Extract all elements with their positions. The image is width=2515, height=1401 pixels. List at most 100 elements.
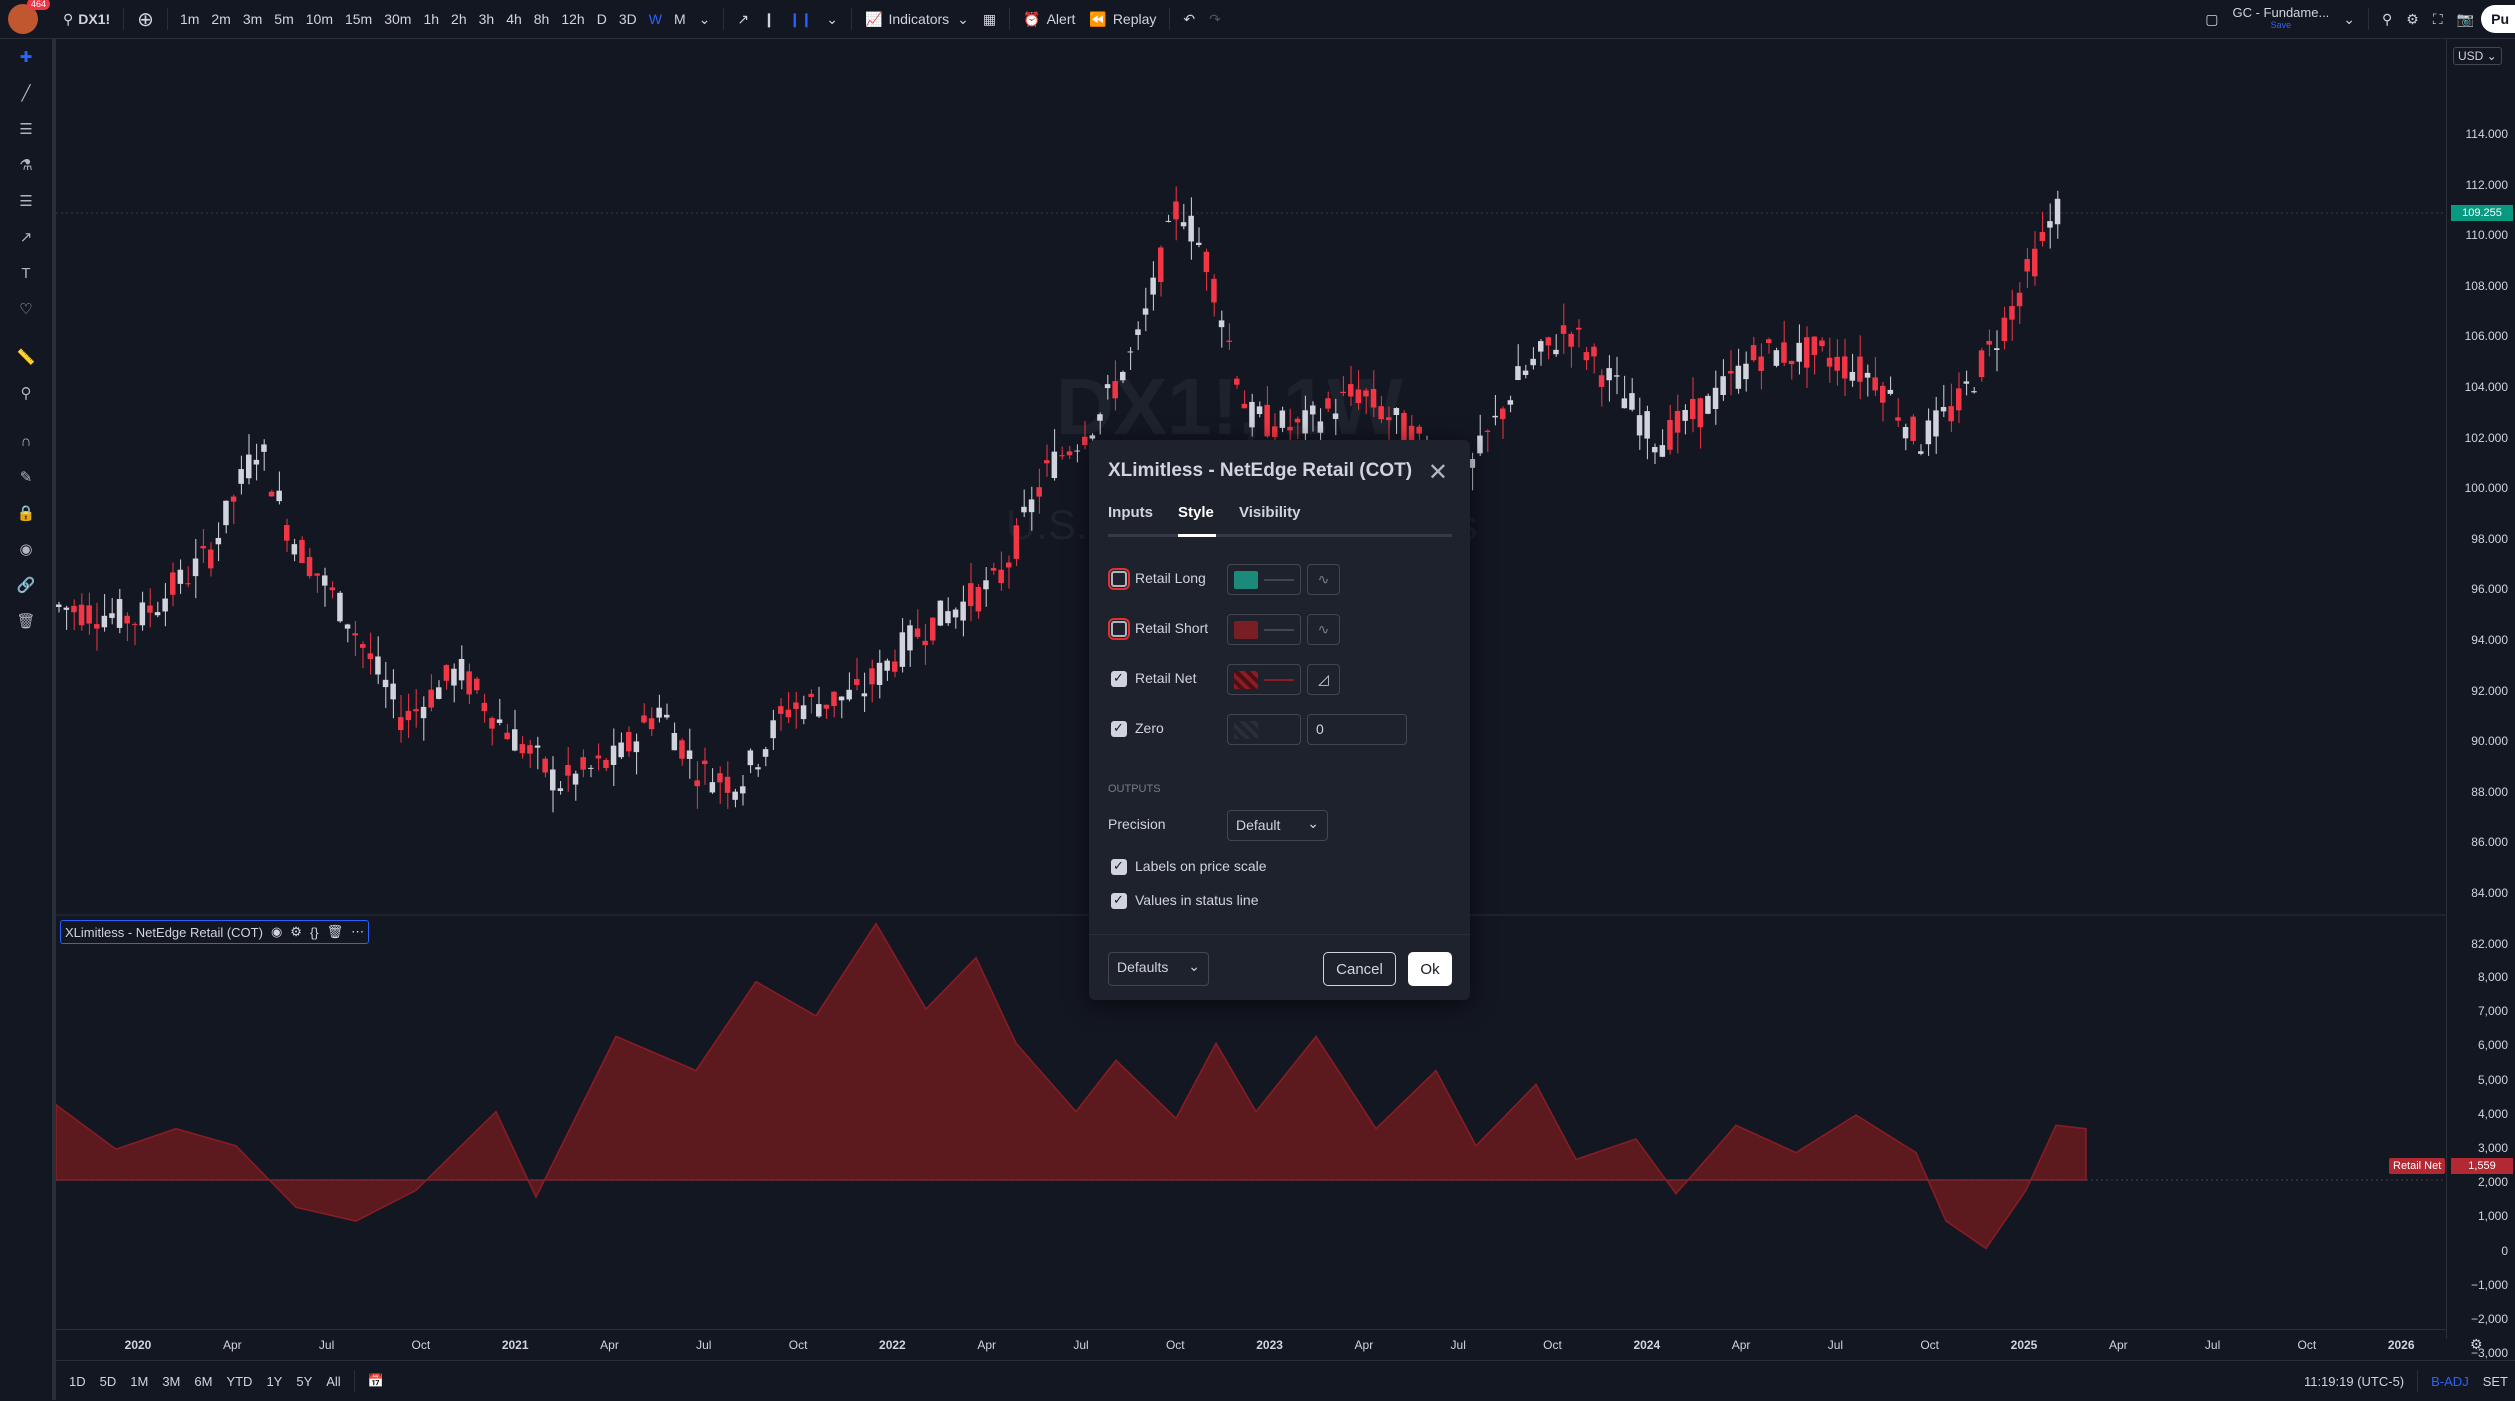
ruler-icon[interactable]: 📏 — [16, 349, 36, 366]
range-all[interactable]: All — [326, 1373, 341, 1389]
trash-icon[interactable]: 🗑 — [326, 924, 344, 939]
settings-gear-icon[interactable]: ⚙ — [290, 924, 302, 939]
path-icon[interactable]: ↗ — [19, 229, 33, 246]
templates-grid-icon[interactable]: ▦ — [982, 10, 997, 27]
eye-icon[interactable]: ◉ — [19, 541, 33, 558]
redo-icon[interactable]: ↷ — [1209, 10, 1221, 27]
symbol-search-button[interactable]: ⚲ DX1! — [56, 0, 117, 38]
precision-select[interactable]: Default ⌄ — [1227, 810, 1328, 841]
fib-icon[interactable]: ☰ — [19, 193, 33, 210]
chart-canvas[interactable]: DX1!, 1W U.S. Dollar Index Futures — [55, 39, 2446, 1329]
range-1y[interactable]: 1Y — [266, 1373, 283, 1389]
chart-area[interactable]: DX1!, 1W U.S. Dollar Index Futures — [55, 39, 2446, 1329]
compare-plus-icon[interactable]: ⊕ — [137, 8, 154, 31]
set-toggle[interactable]: SET — [2482, 1373, 2508, 1389]
interval-8h[interactable]: 8h — [533, 11, 550, 27]
interval-30m[interactable]: 30m — [384, 11, 412, 27]
more-icon[interactable]: ⋯ — [351, 924, 365, 939]
interval-2m[interactable]: 2m — [211, 11, 231, 27]
trash-icon[interactable]: 🗑 — [16, 613, 36, 630]
range-3m[interactable]: 3M — [162, 1373, 181, 1389]
interval-2h[interactable]: 2h — [451, 11, 467, 27]
chart-type-bars-icon[interactable]: ❙ — [763, 10, 775, 27]
range-ytd[interactable]: YTD — [226, 1373, 253, 1389]
replay-button[interactable]: ⏪ Replay — [1082, 0, 1163, 38]
retail-net-color-swatch[interactable] — [1227, 664, 1301, 695]
retail-short-color-swatch[interactable] — [1227, 614, 1301, 645]
heart-icon[interactable]: ♡ — [19, 301, 33, 318]
interval-3h[interactable]: 3h — [478, 11, 495, 27]
chevron-down-icon[interactable]: ⌄ — [826, 10, 839, 27]
price-axis[interactable]: USD ⌄ 114.000 112.000 110.000 108.000 106.00… — [2446, 39, 2515, 1360]
tab-inputs[interactable]: Inputs — [1108, 504, 1153, 521]
clock-label[interactable]: 11:19:19 (UTC-5) — [2303, 1373, 2405, 1389]
interval-5m[interactable]: 5m — [274, 11, 294, 27]
pitchfork-icon[interactable]: ⚗ — [19, 157, 33, 174]
interval-m[interactable]: M — [673, 11, 686, 27]
chart-type-candles-icon[interactable]: ❙❙ — [788, 10, 813, 27]
settings-gear-icon[interactable]: ⚙ — [2406, 10, 2419, 27]
retail-short-plot-style-icon[interactable]: ∿ — [1307, 614, 1340, 645]
tab-style[interactable]: Style — [1178, 504, 1214, 521]
publish-button[interactable]: Pu — [2481, 5, 2515, 33]
lock-icon[interactable]: 🔒 — [16, 505, 36, 522]
calendar-icon[interactable]: 📅 — [367, 1373, 384, 1388]
fullscreen-icon[interactable]: ⛶ — [2432, 10, 2443, 27]
undo-icon[interactable]: ↶ — [1183, 10, 1196, 27]
interval-w[interactable]: W — [648, 11, 662, 27]
text-icon[interactable]: T — [21, 264, 31, 282]
retail-net-checkbox[interactable]: ✓ — [1111, 670, 1127, 687]
interval-12h[interactable]: 12h — [561, 11, 585, 27]
range-1d[interactable]: 1D — [69, 1373, 86, 1389]
eye-icon[interactable]: ◉ — [270, 924, 283, 939]
time-axis[interactable]: 2020 Apr Jul Oct 2021 Apr Jul Oct 2022 Apr Jul Oct 2… — [56, 1329, 2483, 1360]
interval-15m[interactable]: 15m — [344, 11, 373, 27]
currency-selector[interactable]: USD ⌄ — [2453, 47, 2502, 65]
cancel-button[interactable]: Cancel — [1323, 952, 1396, 986]
labels-on-scale-checkbox[interactable]: ✓ — [1111, 858, 1127, 875]
range-6m[interactable]: 6M — [194, 1373, 213, 1389]
link-icon[interactable]: 🔗 — [16, 577, 36, 594]
indicator-legend[interactable]: XLimitless - NetEdge Retail (COT) ◉ ⚙ {}… — [60, 920, 370, 944]
interval-3d[interactable]: 3D — [618, 11, 637, 27]
interval-4h[interactable]: 4h — [506, 11, 522, 27]
defaults-dropdown[interactable]: Defaults ⌄ — [1108, 952, 1209, 986]
retail-short-checkbox[interactable] — [1108, 618, 1130, 640]
range-5d[interactable]: 5D — [99, 1373, 117, 1389]
retail-net-area-style-icon[interactable]: ◿ — [1307, 664, 1340, 695]
layout-name-button[interactable]: GC - Fundame... Save — [2225, 0, 2336, 38]
close-icon[interactable]: ✕ — [1427, 459, 1448, 486]
tab-visibility[interactable]: Visibility — [1239, 504, 1301, 521]
trend-line-icon[interactable]: ╱ — [21, 85, 31, 102]
zero-checkbox[interactable]: ✓ — [1111, 720, 1127, 737]
interval-d[interactable]: D — [596, 11, 607, 27]
interval-1h[interactable]: 1h — [423, 11, 440, 27]
alert-button[interactable]: ⏰ Alert — [1016, 0, 1082, 38]
badj-toggle[interactable]: B-ADJ — [2431, 1373, 2469, 1389]
avatar[interactable]: 464 — [8, 0, 50, 34]
retail-long-plot-style-icon[interactable]: ∿ — [1307, 564, 1340, 595]
ok-button[interactable]: Ok — [1408, 952, 1452, 986]
values-in-status-checkbox[interactable]: ✓ — [1111, 892, 1127, 909]
retail-long-checkbox[interactable] — [1108, 568, 1130, 590]
draw-lock-icon[interactable]: ✎ — [19, 469, 33, 486]
crosshair-icon[interactable]: ✚ — [19, 49, 33, 66]
source-code-icon[interactable]: {} — [309, 924, 319, 940]
chevron-down-icon[interactable]: ⌄ — [698, 10, 711, 27]
range-5y[interactable]: 5Y — [296, 1373, 313, 1389]
horizontal-lines-icon[interactable]: ☰ — [19, 121, 33, 138]
retail-long-color-swatch[interactable] — [1227, 564, 1301, 595]
range-1m[interactable]: 1M — [130, 1373, 149, 1389]
zoom-icon[interactable]: ⚲ — [20, 385, 32, 402]
zero-color-swatch[interactable] — [1227, 714, 1301, 745]
time-axis-settings-icon[interactable]: ⚙ — [2470, 1336, 2483, 1352]
interval-3m[interactable]: 3m — [242, 11, 263, 27]
magnet-icon[interactable]: ∩ — [20, 432, 32, 450]
interval-10m[interactable]: 10m — [305, 11, 333, 27]
camera-icon[interactable]: 📷 — [2456, 10, 2475, 27]
chevron-down-icon[interactable]: ⌄ — [2343, 10, 2356, 27]
zero-value-input[interactable]: 0 — [1307, 714, 1407, 745]
layout-square-icon[interactable]: ▢ — [2205, 10, 2219, 27]
indicators-button[interactable]: 📈 Indicators ⌄ — [858, 0, 976, 38]
quick-search-icon[interactable]: ⚲ — [2382, 10, 2393, 27]
